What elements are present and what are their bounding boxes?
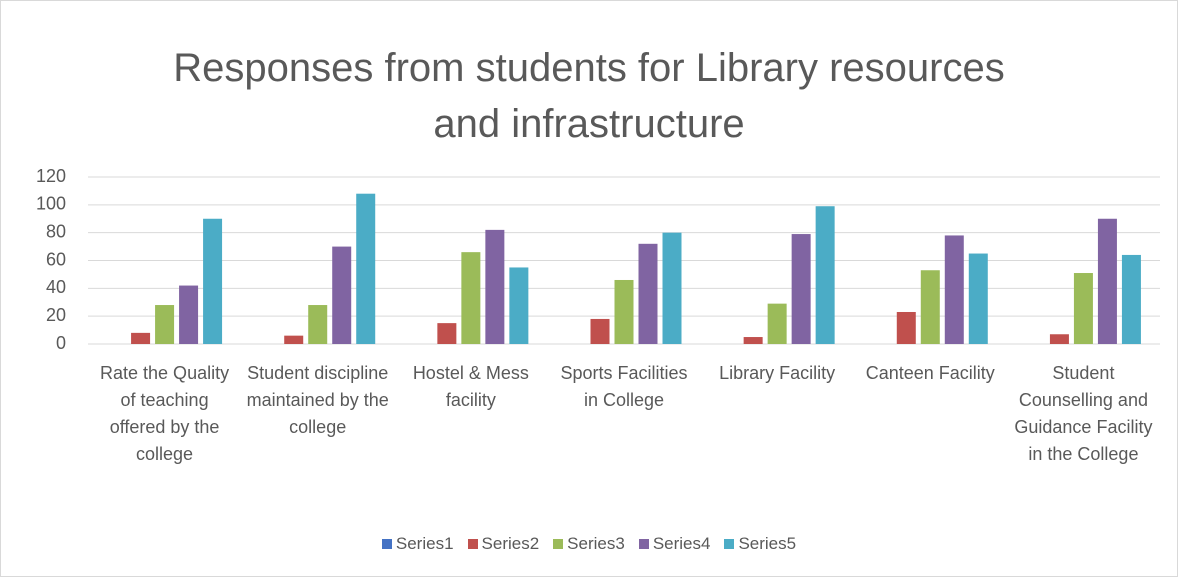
x-tick-label: Student Counselling and Guidance Facilit… [1014, 363, 1153, 464]
bar [203, 218, 223, 344]
bar [485, 229, 505, 344]
bar [815, 206, 835, 344]
y-tick-label: 100 [36, 194, 66, 214]
chart-title: Responses from students for Library reso… [173, 46, 1005, 146]
legend-label: Series1 [395, 534, 454, 553]
bar [1097, 218, 1117, 344]
y-tick-label: 60 [46, 249, 66, 269]
x-tick-label: Rate the Quality of teaching offered by … [100, 363, 230, 464]
legend-item: Series5 [724, 534, 796, 554]
legend-swatch [381, 539, 392, 549]
bar [179, 285, 199, 344]
bar [284, 335, 304, 344]
legend-label: Series2 [481, 534, 540, 553]
legend-label: Series5 [738, 534, 797, 553]
bar [1049, 334, 1069, 344]
bar [308, 305, 328, 344]
legend-swatch [467, 539, 478, 549]
bar [1121, 254, 1141, 344]
y-tick-label: 20 [46, 305, 66, 325]
bar [944, 235, 964, 344]
bar [920, 270, 940, 344]
bar [896, 311, 916, 344]
bar [1073, 273, 1093, 344]
bar [614, 279, 634, 344]
legend-item: Series2 [467, 534, 540, 554]
x-tick-label: Library Facility [719, 363, 836, 383]
y-tick-label: 120 [36, 166, 66, 186]
legend-swatch [638, 539, 649, 549]
bar [791, 234, 811, 344]
bar [332, 246, 352, 344]
bar [968, 253, 988, 344]
x-tick-label: Sports Facilities in College [560, 363, 688, 410]
bar [461, 252, 481, 344]
bar [662, 232, 682, 344]
bar [509, 267, 529, 344]
bar [767, 303, 787, 344]
bar [638, 243, 658, 344]
legend-item: Series1 [381, 534, 454, 554]
y-tick-label: 80 [46, 221, 66, 241]
y-tick-label: 40 [46, 277, 66, 297]
legend: Series1 Series2 Series3 Series4 Series5 [0, 534, 1178, 554]
legend-label: Series4 [652, 534, 711, 553]
bar [437, 323, 457, 344]
x-tick-label: Student discipline maintained by the col… [246, 363, 389, 437]
bar [356, 193, 376, 344]
legend-label: Series3 [567, 534, 625, 553]
y-tick-label: 0 [56, 333, 66, 353]
legend-item: Series3 [553, 534, 625, 554]
bar [590, 318, 610, 344]
bar [743, 337, 763, 344]
bar [131, 332, 151, 344]
legend-item: Series4 [638, 534, 711, 554]
legend-swatch [553, 539, 564, 549]
x-tick-label: Canteen Facility [865, 363, 995, 383]
legend-swatch [724, 539, 735, 549]
x-tick-label: Hostel & Mess facility [412, 363, 529, 410]
bar [155, 305, 175, 344]
